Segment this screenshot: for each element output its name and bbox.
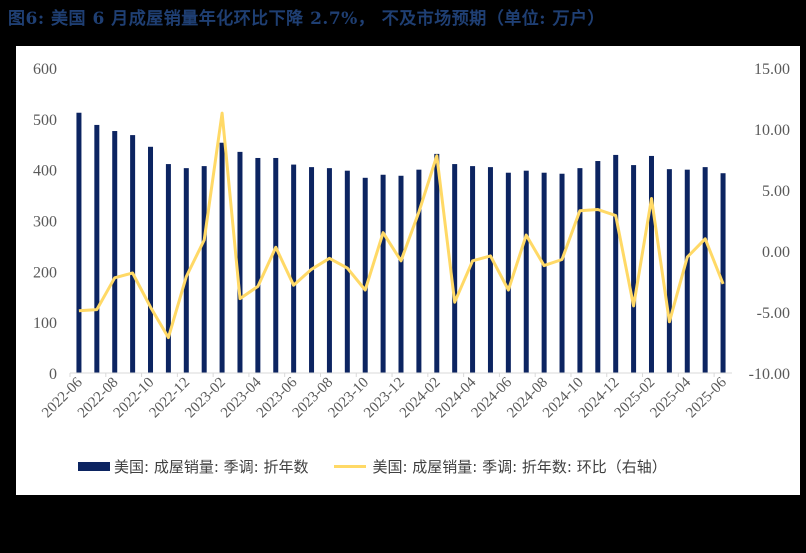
bar (148, 146, 154, 373)
chart-title: 图6: 美国 6 月成屋销量年化环比下降 2.7%， 不及市场预期（单位: 万户… (8, 9, 605, 29)
bar-series (76, 112, 726, 373)
bar (112, 131, 118, 373)
legend-label-bar: 美国: 成屋销量: 季调: 折年数 (114, 458, 309, 476)
bar (201, 166, 207, 373)
bar (326, 168, 332, 373)
bar (684, 169, 690, 373)
y-left-tick-label: 200 (33, 264, 57, 281)
bar (255, 157, 261, 373)
legend-swatch-bar-icon (78, 462, 110, 471)
y-left-tick-label: 500 (33, 112, 57, 129)
bar (595, 161, 601, 373)
y-right-tick-label: -5.00 (757, 305, 790, 322)
x-tick-label: 2025-06 (683, 374, 730, 421)
bar (291, 164, 297, 373)
bar (273, 157, 279, 373)
bar (380, 174, 386, 373)
y-axis-left: 0 100 200 300 400 500 600 (33, 61, 57, 383)
x-axis: 2022-062022-082022-102022-122023-022023-… (39, 372, 732, 421)
y-left-tick-label: 400 (33, 163, 57, 180)
bar (470, 166, 476, 373)
bar (237, 151, 243, 373)
bar (76, 112, 82, 373)
line-path (78, 111, 725, 340)
y-left-tick-label: 600 (33, 61, 57, 78)
y-left-tick-label: 100 (33, 315, 57, 332)
bar (541, 172, 547, 373)
legend: 美国: 成屋销量: 季调: 折年数 美国: 成屋销量: 季调: 折年数: 环比（… (78, 456, 693, 477)
bar (720, 173, 726, 373)
line-series (78, 111, 725, 340)
y-right-tick-label: -10.00 (749, 366, 790, 383)
y-right-tick-label: 15.00 (754, 61, 790, 78)
y-axis-right: -10.00 -5.00 0.00 5.00 10.00 15.00 (749, 61, 790, 383)
legend-item-line: 美国: 成屋销量: 季调: 折年数: 环比（右轴） (334, 456, 667, 477)
bar (523, 170, 529, 373)
bar (631, 165, 637, 373)
legend-swatch-line-icon (334, 465, 367, 468)
bar (613, 154, 619, 373)
bar (416, 169, 422, 373)
bar (183, 168, 189, 373)
bar (130, 135, 136, 373)
bar (219, 142, 225, 373)
bar (344, 170, 350, 373)
bar (452, 164, 458, 373)
bar (434, 153, 440, 373)
y-right-tick-label: 10.00 (754, 122, 790, 139)
bar (702, 167, 708, 373)
bar (666, 169, 672, 373)
y-right-tick-label: 0.00 (762, 244, 790, 261)
bar (487, 167, 493, 373)
bar (94, 124, 100, 373)
bar (398, 175, 404, 373)
bar (505, 172, 511, 373)
bar (559, 173, 565, 373)
bar (362, 177, 368, 373)
y-right-tick-label: 5.00 (762, 183, 790, 200)
legend-item-bar: 美国: 成屋销量: 季调: 折年数 (78, 456, 308, 477)
bar (648, 155, 654, 373)
legend-label-line: 美国: 成屋销量: 季调: 折年数: 环比（右轴） (372, 458, 667, 476)
y-left-tick-label: 0 (49, 366, 57, 383)
bar (577, 168, 583, 373)
y-left-tick-label: 300 (33, 214, 57, 231)
bar (165, 164, 171, 373)
